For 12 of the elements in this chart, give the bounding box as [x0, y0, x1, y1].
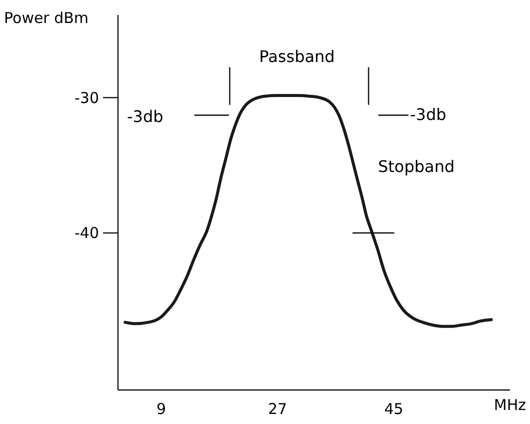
- x-tick-label: 45: [384, 400, 404, 418]
- annotation: Stopband: [378, 157, 455, 176]
- annotation: -3db: [127, 107, 164, 126]
- y-tick-label: -30: [74, 88, 99, 107]
- line-series: [124, 94, 493, 328]
- x-axis-title: MHz: [494, 396, 526, 414]
- x-tick-label: 9: [156, 400, 166, 418]
- y-tick-label: -40: [74, 224, 99, 242]
- annotation: Passband: [259, 47, 335, 66]
- y-axis-title: Power dBm: [4, 9, 89, 27]
- annotation: -3db: [410, 105, 446, 124]
- x-tick-label: 27: [268, 400, 288, 418]
